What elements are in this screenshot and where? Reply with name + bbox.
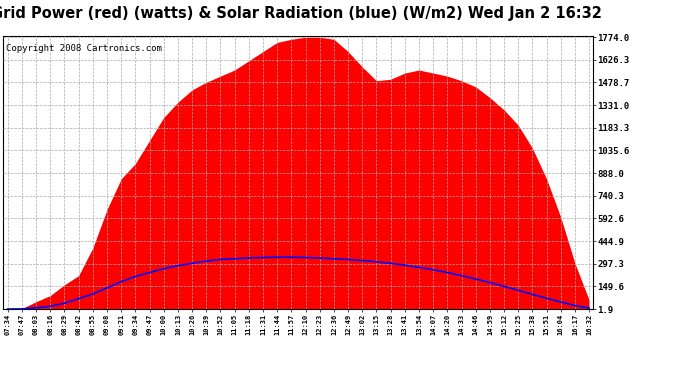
Text: Copyright 2008 Cartronics.com: Copyright 2008 Cartronics.com: [6, 44, 162, 53]
Text: Grid Power (red) (watts) & Solar Radiation (blue) (W/m2) Wed Jan 2 16:32: Grid Power (red) (watts) & Solar Radiati…: [0, 6, 602, 21]
